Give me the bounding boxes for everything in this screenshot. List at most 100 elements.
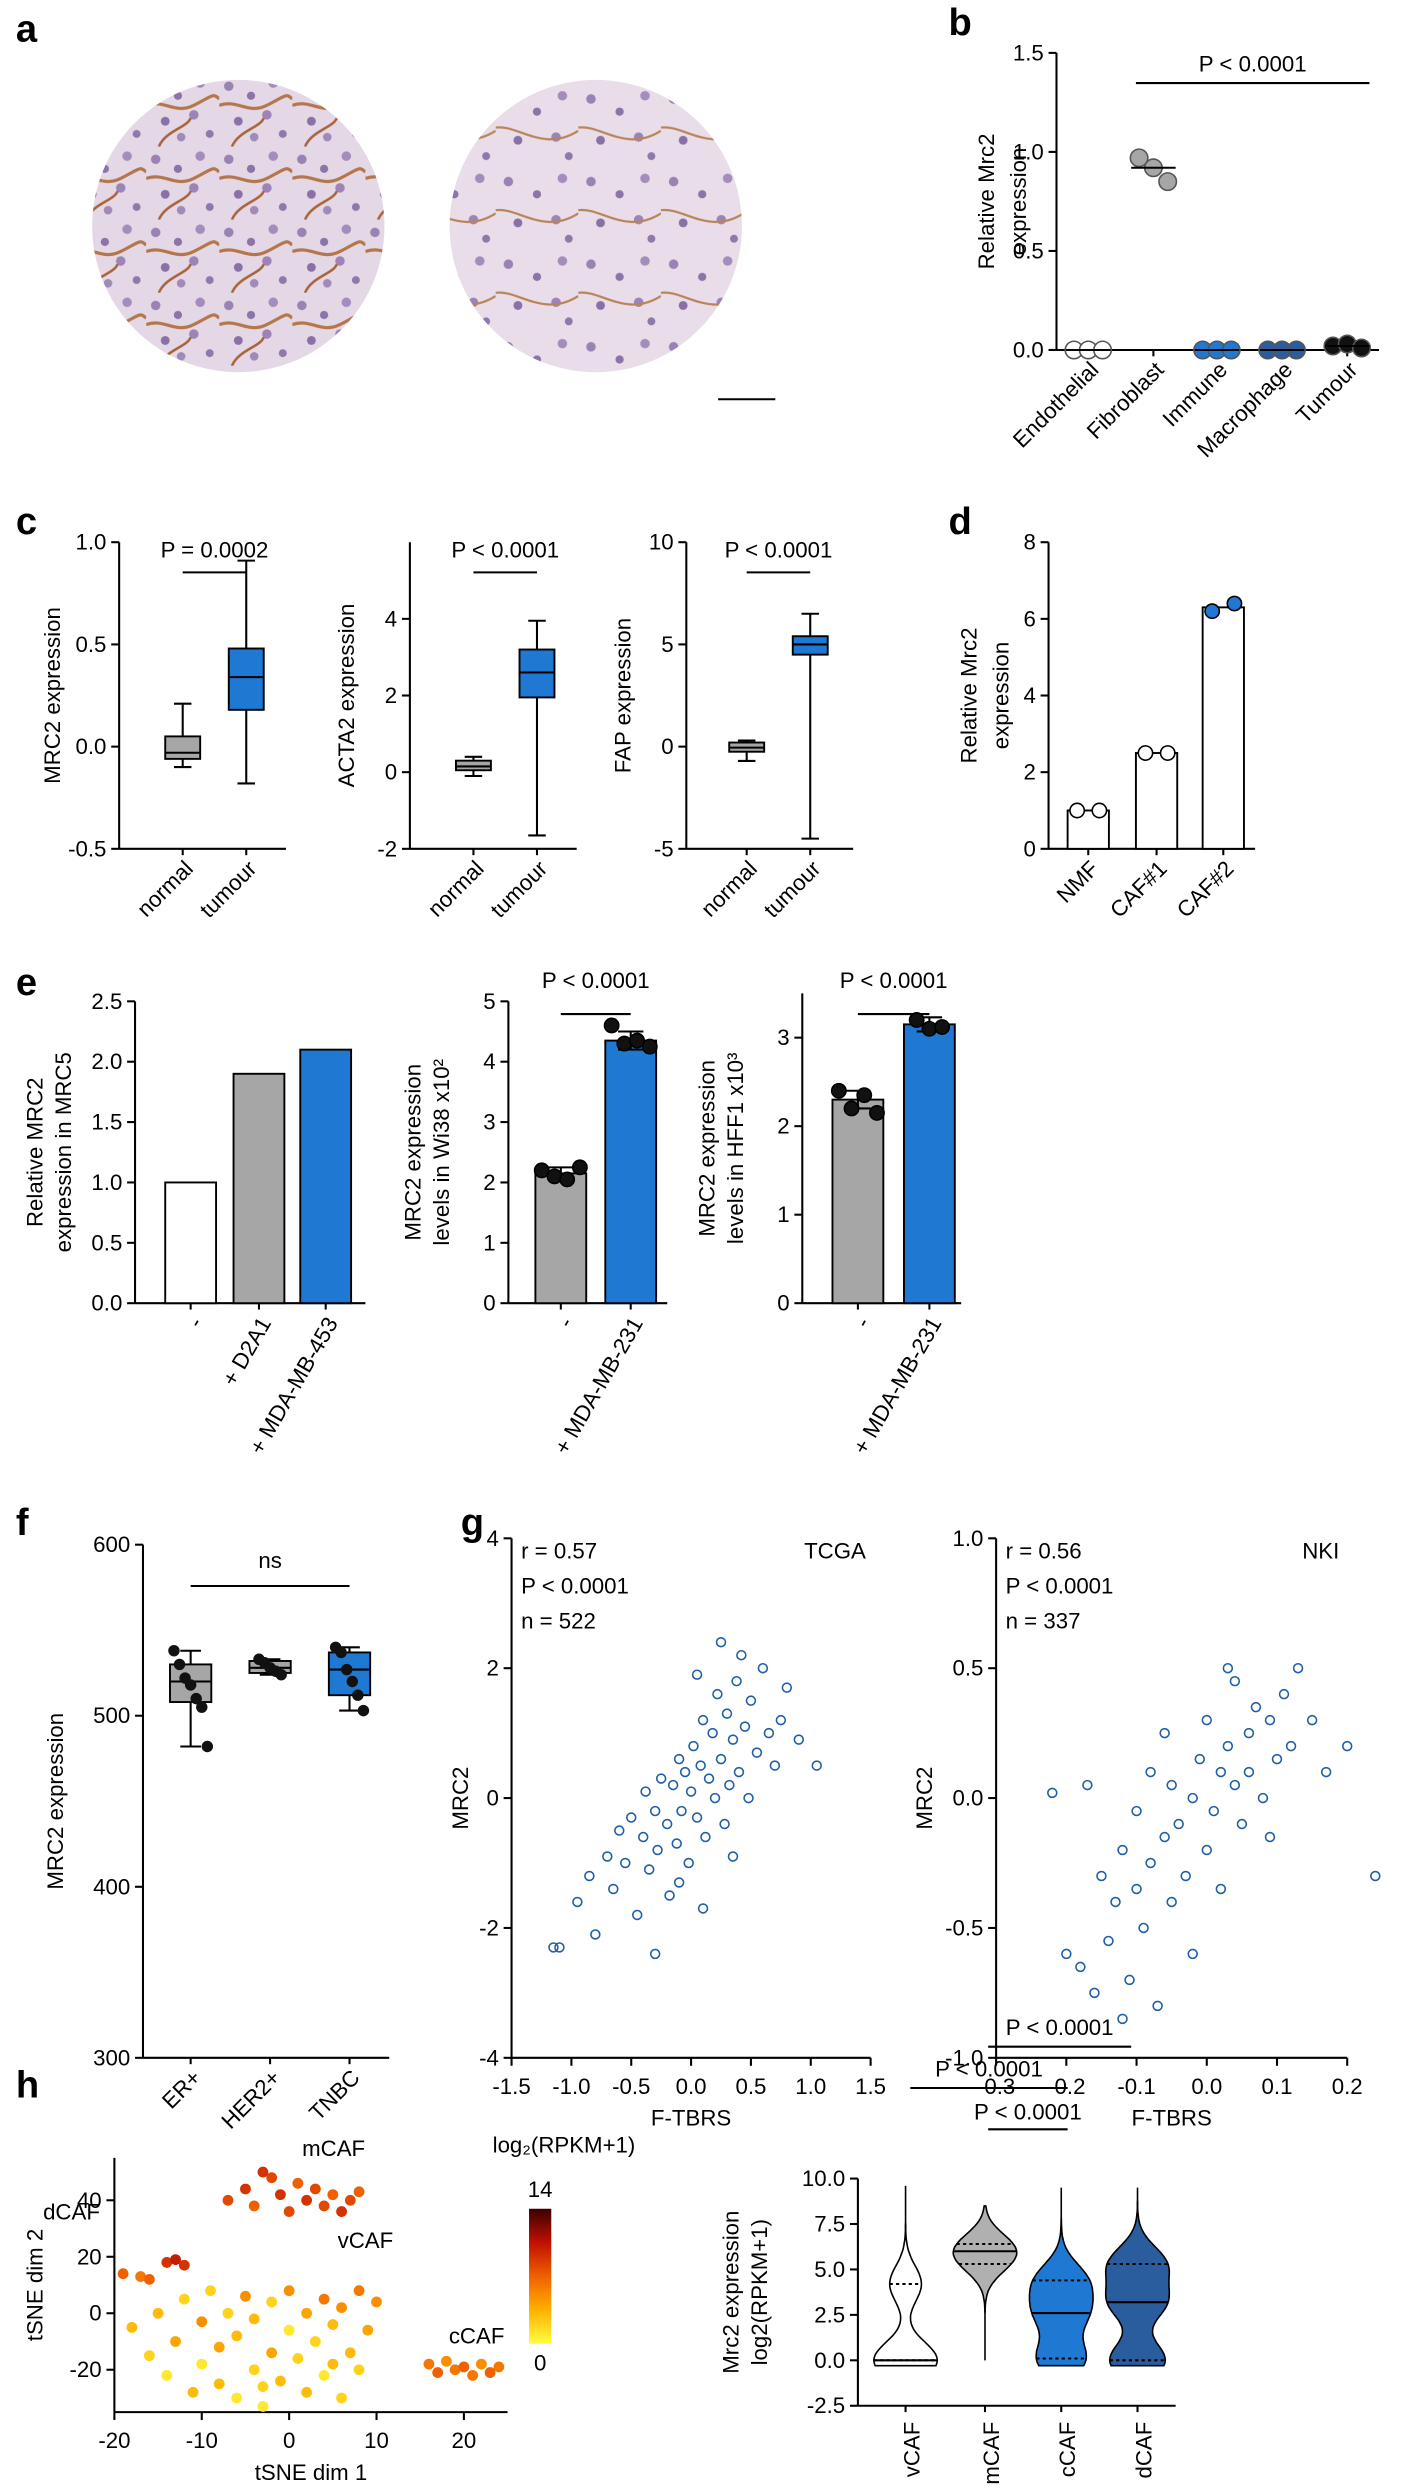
- x-tick-label: mCAF: [979, 2422, 1004, 2485]
- panel-letter: a: [16, 8, 38, 51]
- data-point: [178, 2293, 190, 2305]
- data-point: [362, 2324, 374, 2336]
- data-point: [559, 1171, 576, 1188]
- y-tick-label: 2.5: [91, 989, 122, 1014]
- x-tick-label: 0.5: [735, 2074, 766, 2099]
- y-tick-label: -20: [70, 2357, 102, 2382]
- data-point: [643, 1864, 655, 1875]
- data-point: [184, 1679, 197, 1691]
- data-point: [423, 2358, 435, 2370]
- data-point: [637, 1831, 649, 1843]
- data-point: [1152, 2000, 1163, 2012]
- data-point: [1187, 1948, 1198, 1960]
- data-point: [231, 2392, 243, 2404]
- data-point: [683, 1857, 694, 1869]
- y-axis-label: Relative Mrc2: [974, 133, 999, 269]
- data-point: [775, 1714, 787, 1726]
- x-tick-label: -0.1: [1117, 2074, 1155, 2099]
- data-point: [1117, 2013, 1128, 2025]
- violin: [1028, 2187, 1094, 2367]
- y-tick-label: 6: [1023, 606, 1035, 631]
- x-tick-label: cCAF: [1055, 2422, 1080, 2478]
- data-point: [336, 2206, 347, 2217]
- data-point: [1278, 1688, 1290, 1700]
- data-point: [1159, 1831, 1170, 1843]
- annotation: n = 522: [521, 1608, 596, 1633]
- y-axis-label: levels in Wi38 x10²: [429, 1059, 454, 1246]
- y-tick-label: 20: [77, 2244, 102, 2269]
- y-tick-label: 0: [486, 1786, 498, 1811]
- y-tick-label: 2.0: [91, 1049, 122, 1074]
- data-point: [1222, 1662, 1234, 1674]
- data-point: [1351, 338, 1372, 358]
- x-axis-label: F-TBRS: [651, 2106, 731, 2131]
- x-tick-label: -0.2: [1047, 2074, 1085, 2099]
- data-point: [731, 1675, 742, 1687]
- data-point: [603, 1017, 620, 1034]
- bar: [534, 1172, 588, 1305]
- x-tick-label: -: [553, 1313, 578, 1332]
- significance-label: P < 0.0001: [451, 538, 559, 563]
- data-point: [608, 1883, 619, 1895]
- data-point: [1145, 1857, 1156, 1869]
- significance-label: P < 0.0001: [974, 2099, 1082, 2124]
- data-point: [1204, 603, 1221, 620]
- box: [164, 735, 202, 760]
- data-point: [327, 2189, 339, 2201]
- data-point: [143, 2350, 155, 2362]
- data-point: [1370, 1870, 1381, 1882]
- data-point: [1320, 1766, 1332, 1778]
- data-point: [629, 1032, 646, 1049]
- data-point: [205, 2285, 216, 2297]
- data-point: [673, 1753, 685, 1765]
- x-tick-label: 0: [283, 2428, 295, 2453]
- data-point: [143, 2273, 155, 2285]
- data-point: [484, 2367, 496, 2378]
- data-point: [1236, 1818, 1248, 1830]
- data-point: [1208, 1805, 1220, 1817]
- data-point: [869, 1104, 885, 1121]
- y-axis-label: MRC2 expression: [40, 607, 65, 784]
- y-tick-label: 10.0: [802, 2166, 845, 2191]
- data-point: [739, 1721, 751, 1732]
- y-tick-label: 2: [777, 1114, 789, 1139]
- data-point: [1082, 1779, 1093, 1791]
- data-point: [667, 1779, 679, 1791]
- data-point: [248, 2313, 260, 2325]
- significance-label: P < 0.0001: [935, 2056, 1043, 2081]
- data-point: [763, 1727, 775, 1739]
- data-point: [1229, 1675, 1241, 1687]
- y-tick-label: 0: [777, 1291, 789, 1316]
- data-point: [257, 2401, 269, 2412]
- data-point: [631, 1909, 643, 1921]
- data-point: [1103, 1935, 1114, 1947]
- data-point: [655, 1773, 667, 1784]
- violin: [952, 2205, 1018, 2361]
- colorbar-tick-label: 14: [528, 2177, 553, 2202]
- data-point: [554, 1942, 565, 1953]
- y-tick-label: 0.5: [1013, 238, 1044, 263]
- data-point: [168, 1645, 180, 1657]
- data-point: [1201, 1714, 1213, 1726]
- bar: [1201, 606, 1245, 850]
- data-point: [318, 2293, 330, 2305]
- y-tick-label: 3: [483, 1110, 495, 1135]
- y-tick-label: 8: [1023, 530, 1035, 555]
- data-point: [309, 2183, 321, 2195]
- data-point: [830, 1082, 847, 1099]
- y-tick-label: 1: [777, 1202, 789, 1227]
- data-point: [275, 2375, 286, 2387]
- data-point: [257, 2381, 269, 2393]
- data-point: [745, 1695, 757, 1706]
- data-point: [856, 1087, 873, 1104]
- data-point: [641, 1038, 658, 1055]
- bar: [903, 1023, 956, 1305]
- significance-label: P < 0.0001: [725, 538, 833, 563]
- y-tick-label: -2: [479, 1915, 499, 1940]
- data-point: [475, 2358, 487, 2370]
- y-axis-label: expression: [988, 642, 1013, 750]
- data-point: [190, 1692, 202, 1705]
- y-tick-label: 0.0: [952, 1786, 983, 1811]
